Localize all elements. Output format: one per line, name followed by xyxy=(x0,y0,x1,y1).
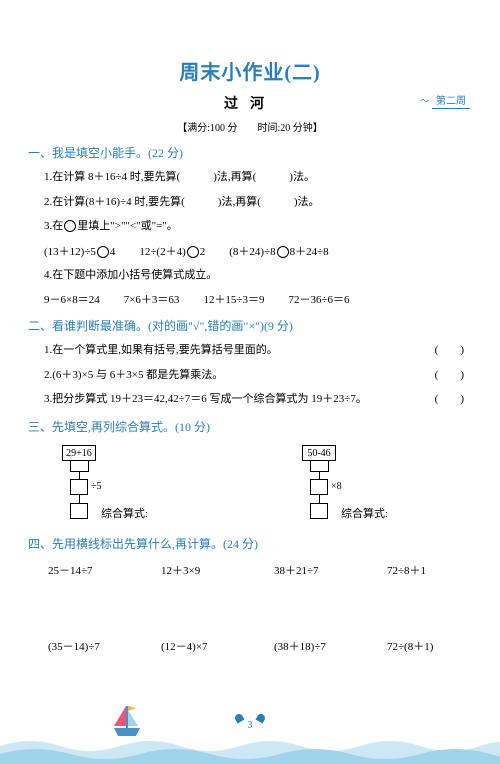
diagram-2: 50-46 ×8 综合算式: xyxy=(296,445,436,525)
d1-bot-box xyxy=(70,503,88,519)
s4-r2a: (35－14)÷7 xyxy=(48,638,161,654)
d2-bot-box xyxy=(310,503,328,519)
s1-q2: 2.在计算(8＋16)÷4 时,要先算( )法,再算( )法。 xyxy=(44,194,500,211)
page-title: 周末小作业(二) xyxy=(0,56,500,85)
s1-q4-row: 9－6×8＝24 7×6＋3＝63 12＋15÷3＝9 72－36÷6＝6 xyxy=(44,291,500,307)
page-info: 【满分:100 分 时间:20 分钟】 xyxy=(0,119,500,134)
diagram-row: 29+16 ÷5 综合算式: 50-46 ×8 综合算式: xyxy=(56,445,500,525)
d1-op: ÷5 xyxy=(91,481,102,492)
d2-top-box: 50-46 xyxy=(302,445,336,461)
section-1-head: 一、我是填空小能手。(22 分) xyxy=(28,144,500,161)
d2-line5 xyxy=(319,495,320,503)
s4-r1a: 25－14÷7 xyxy=(48,562,161,578)
s2-q3: 3.把分步算式 19＋23＝42,42÷7＝6 写成一个综合算式为 19＋23÷… xyxy=(44,391,500,408)
d1-line1 xyxy=(70,461,71,471)
circle-icon xyxy=(277,246,289,258)
s1-q1: 1.在计算 8＋16÷4 时,要先算( )法,再算( )法。 xyxy=(44,169,500,186)
s1-q3-expr1: (13＋12)÷54 xyxy=(44,243,115,259)
s1-q3: 3.在 里填上">""<"或"="。 xyxy=(44,218,500,235)
judge-paren: ( ) xyxy=(435,391,464,408)
s4-r1b: 12＋3×9 xyxy=(161,562,274,578)
circle-icon xyxy=(187,246,199,258)
section-2-head: 二、看谁判断最准确。(对的画"√",错的画"×")(9 分) xyxy=(28,317,500,334)
s1-q3-row: (13＋12)÷54 12÷(2＋4)2 (8＋24)÷88＋24÷8 xyxy=(44,243,500,259)
d2-label: 综合算式: xyxy=(341,505,388,521)
s4-r2d: 72÷(8＋1) xyxy=(387,638,500,654)
d2-mid-box xyxy=(310,479,328,495)
judge-paren: ( ) xyxy=(435,367,464,384)
d2-op: ×8 xyxy=(331,481,342,492)
s4-row2: (35－14)÷7 (12－4)×7 (38＋18)÷7 72÷(8＋1) xyxy=(48,638,500,654)
header-week: ～第二周 xyxy=(420,92,470,107)
s1-q4d: 72－36÷6＝6 xyxy=(288,291,349,307)
d1-line2 xyxy=(88,461,89,471)
d1-top-box: 29+16 xyxy=(62,445,96,461)
section-3-head: 三、先填空,再列综合算式。(10 分) xyxy=(28,418,500,435)
d1-mid-box xyxy=(70,479,88,495)
d2-line2 xyxy=(328,461,329,471)
d2-line4 xyxy=(319,471,320,479)
header-week-label: 第二周 xyxy=(432,96,470,109)
s1-q3-expr2: 12÷(2＋4)2 xyxy=(139,243,205,259)
s1-q3-b: 里填上">""<"或"="。 xyxy=(77,220,178,232)
s4-r1c: 38＋21÷7 xyxy=(274,562,387,578)
s2-q1: 1.在一个算式里,如果有括号,要先算括号里面的。( ) xyxy=(44,342,500,359)
section-4-head: 四、先用横线标出先算什么,再计算。(24 分) xyxy=(28,535,500,552)
s1-q3-a: 3.在 xyxy=(44,220,63,232)
s4-r2b: (12－4)×7 xyxy=(161,638,274,654)
s1-q4c: 12＋15÷3＝9 xyxy=(203,291,264,307)
s4-r2c: (38＋18)÷7 xyxy=(274,638,387,654)
s4-r1d: 72÷8＋1 xyxy=(387,562,500,578)
footer: 3 xyxy=(0,702,500,764)
d2-line1 xyxy=(310,461,311,471)
s4-row1: 25－14÷7 12＋3×9 38＋21÷7 72÷8＋1 xyxy=(48,562,500,578)
d1-label: 综合算式: xyxy=(101,505,148,521)
d1-line4 xyxy=(79,471,80,479)
s1-q4b: 7×6＋3＝63 xyxy=(124,291,180,307)
boat-icon xyxy=(110,704,144,740)
page-number: 3 xyxy=(240,716,260,734)
circle-icon xyxy=(64,220,76,232)
s1-q3-expr3: (8＋24)÷88＋24÷8 xyxy=(229,243,328,259)
diagram-1: 29+16 ÷5 综合算式: xyxy=(56,445,196,525)
s1-q4: 4.在下题中添加小括号使算式成立。 xyxy=(44,267,500,284)
s1-q4a: 9－6×8＝24 xyxy=(44,291,100,307)
d1-line5 xyxy=(79,495,80,503)
circle-icon xyxy=(97,246,109,258)
wave-icon xyxy=(0,734,500,764)
header-wave-icon: ～ xyxy=(420,96,429,106)
judge-paren: ( ) xyxy=(435,342,464,359)
s2-q2: 2.(6＋3)×5 与 6＋3×5 都是先算乘法。( ) xyxy=(44,367,500,384)
